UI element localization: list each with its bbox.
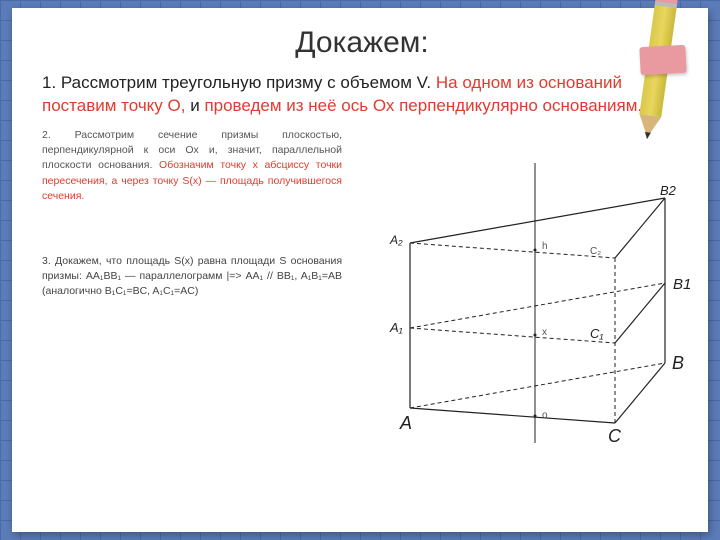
- label-A1: A₁: [390, 320, 403, 335]
- step-1: 1. Рассмотрим треугольную призму с объем…: [42, 72, 682, 118]
- label-x: x: [542, 327, 547, 338]
- step-2: 2. Рассмотрим сечение призмы плоскостью,…: [42, 128, 342, 204]
- step1-part2-red: проведем из неё ось Ох перпендикулярно о…: [204, 96, 642, 115]
- left-column: 2. Рассмотрим сечение призмы плоскостью,…: [42, 128, 342, 448]
- label-C1: C₁: [590, 326, 604, 341]
- step1-part2: и: [190, 96, 204, 115]
- label-o: o: [542, 410, 548, 421]
- label-A: A: [400, 413, 412, 434]
- sticky-tag: [639, 45, 686, 75]
- label-B2: B2: [660, 183, 676, 198]
- step-3: 3. Докажем, что площадь S(x) равна площа…: [42, 254, 342, 300]
- page-title: Докажем:: [42, 26, 682, 60]
- label-h: h: [542, 241, 548, 252]
- label-C2: C₂: [590, 246, 601, 257]
- label-B: B: [672, 353, 684, 374]
- step1-part1: 1. Рассмотрим треугольную призму с объем…: [42, 73, 436, 92]
- label-C: C: [608, 426, 621, 447]
- label-A2: A₂: [390, 233, 403, 247]
- prism-diagram: A C B A₁ C₁ B1 A₂ C₂ B2 h x o: [360, 128, 682, 448]
- label-B1: B1: [673, 276, 691, 293]
